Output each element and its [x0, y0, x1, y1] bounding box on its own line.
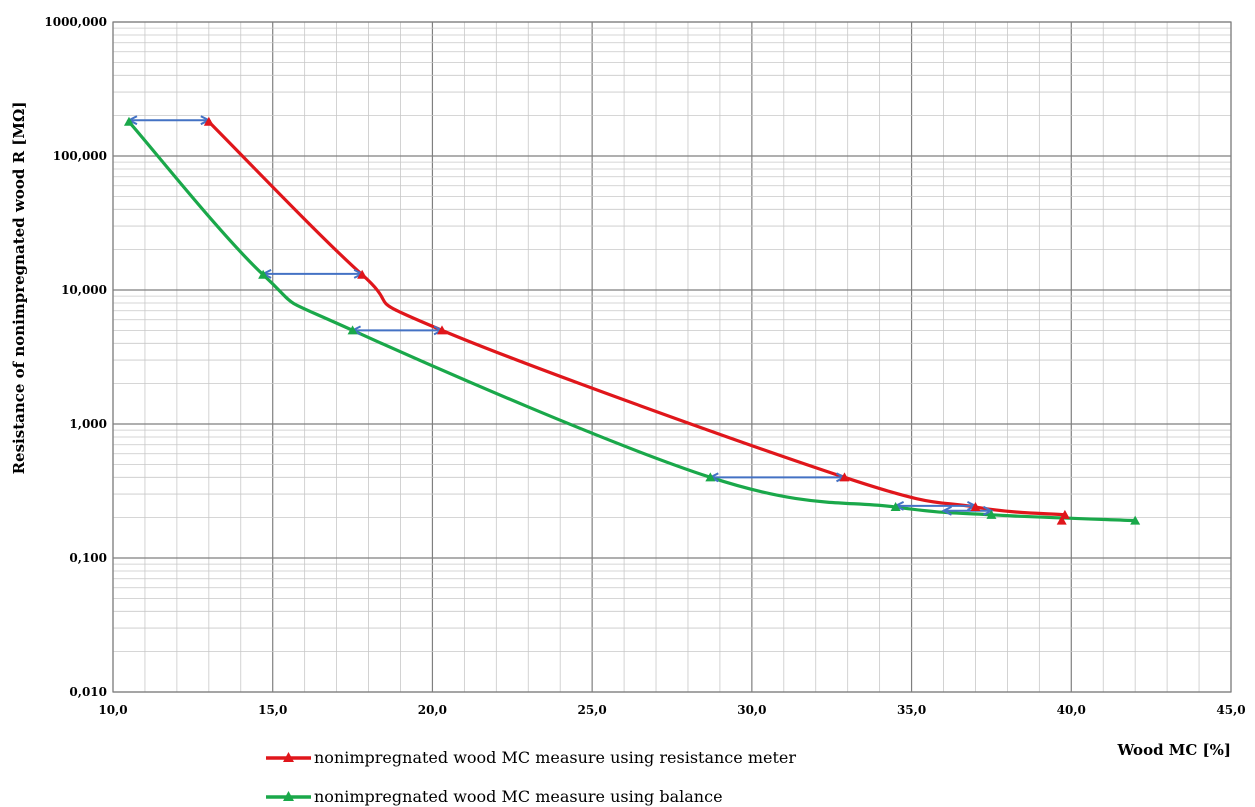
series-lines: [127, 120, 1136, 523]
point-balance: [986, 509, 997, 519]
point-balance: [123, 116, 134, 126]
point-balance: [347, 325, 358, 335]
y-tick-label: 1,000: [69, 417, 107, 431]
series-line-balance: [127, 120, 1136, 523]
plot-border: [112, 21, 1232, 693]
point-balance: [705, 472, 716, 482]
x-tick-label: 25,0: [578, 703, 607, 717]
y-axis-title: Resistance of nonimpregnated wood R [MΩ]: [10, 102, 28, 475]
legend-label-resistance: nonimpregnated wood MC measure using res…: [314, 748, 796, 767]
point-resistance: [357, 269, 368, 279]
y-tick-label: 100,000: [53, 149, 107, 163]
shift-arrow-head: [941, 505, 952, 516]
legend-marker-balance: [283, 791, 294, 801]
point-balance: [890, 502, 901, 512]
point-balance: [258, 269, 269, 279]
x-tick-label: 30,0: [737, 703, 766, 717]
x-tick-label: 20,0: [418, 703, 447, 717]
legend-item-resistance: nonimpregnated wood MC measure using res…: [266, 748, 796, 767]
y-tick-label: 1000,000: [44, 15, 107, 29]
y-tick-label: 0,010: [69, 685, 107, 699]
x-axis-title: Wood MC [%]: [1116, 741, 1231, 759]
series-markers: [123, 116, 1141, 525]
x-tick-label: 35,0: [897, 703, 926, 717]
y-tick-label: 0,100: [69, 551, 107, 565]
x-tick-label: 40,0: [1057, 703, 1086, 717]
x-tick-label: 45,0: [1216, 703, 1245, 717]
point-resistance: [839, 472, 850, 482]
x-tick-label: 10,0: [98, 703, 127, 717]
point-resistance: [437, 325, 448, 335]
legend-item-balance: nonimpregnated wood MC measure using bal…: [266, 787, 723, 806]
legend-label-balance: nonimpregnated wood MC measure using bal…: [314, 787, 723, 806]
point-resistance-extra: [1056, 515, 1067, 525]
legend-marker-resistance: [283, 752, 294, 762]
point-resistance: [970, 502, 981, 512]
x-tick-label: 15,0: [258, 703, 287, 717]
y-tick-labels: 0,010 0,100 1,000 10,000 100,000 1000,000: [44, 15, 107, 699]
y-tick-label: 10,000: [61, 283, 107, 297]
point-resistance: [1059, 509, 1070, 519]
series-line-resistance: [207, 120, 1066, 517]
grid: [112, 21, 1232, 693]
x-tick-labels: 10,0 15,0 20,0 25,0 30,0 35,0 40,0 45,0: [98, 703, 1245, 717]
point-balance: [1130, 515, 1141, 525]
point-resistance: [203, 116, 214, 126]
legend: nonimpregnated wood MC measure using res…: [266, 748, 796, 806]
